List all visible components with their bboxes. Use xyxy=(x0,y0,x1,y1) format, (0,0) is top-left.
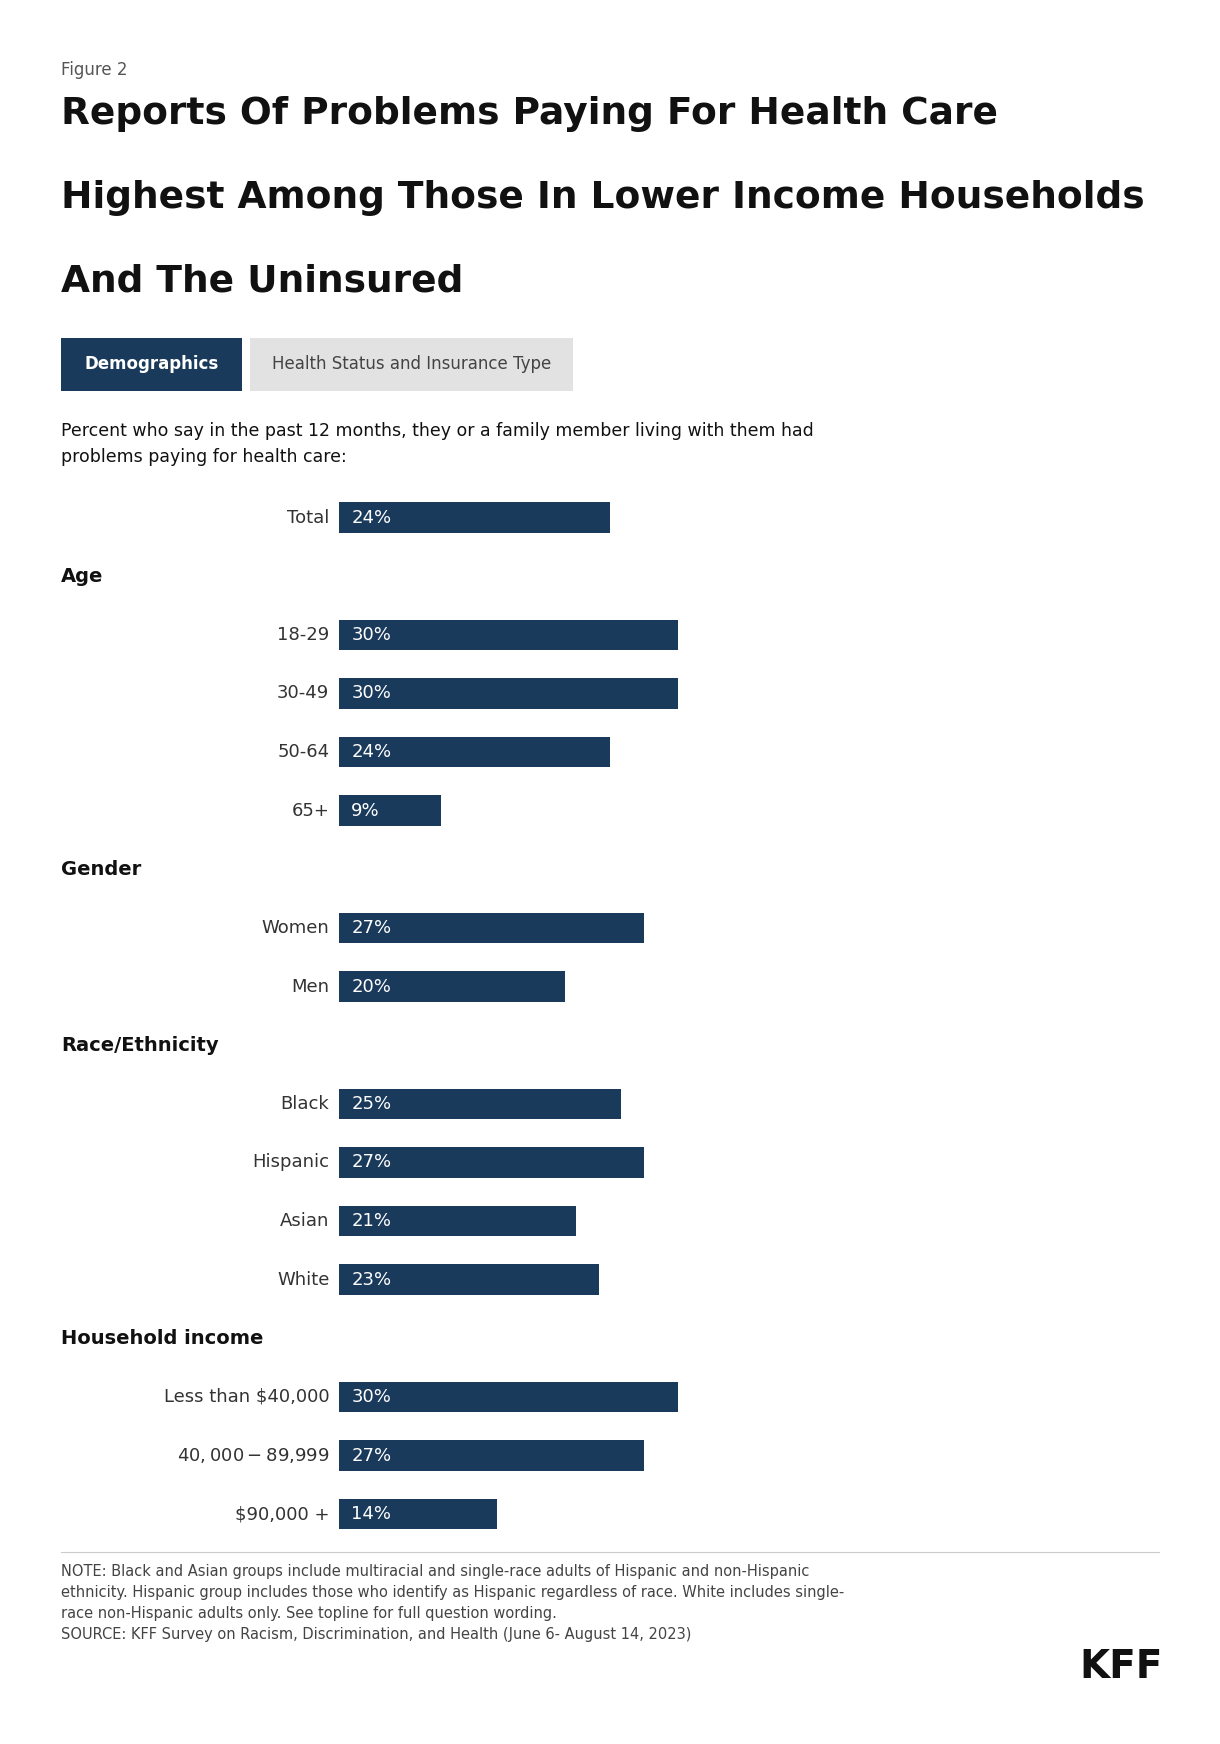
Text: Percent who say in the past 12 months, they or a family member living with them : Percent who say in the past 12 months, t… xyxy=(61,422,814,466)
Text: Men: Men xyxy=(292,978,329,996)
Text: Total: Total xyxy=(287,509,329,527)
Bar xyxy=(339,502,610,534)
Text: 50-64: 50-64 xyxy=(277,743,329,760)
Bar xyxy=(339,1441,644,1470)
Text: 18-29: 18-29 xyxy=(277,626,329,644)
Text: 23%: 23% xyxy=(351,1271,392,1289)
Text: 24%: 24% xyxy=(351,509,392,527)
Text: 20%: 20% xyxy=(351,978,392,996)
Text: Less than $40,000: Less than $40,000 xyxy=(163,1388,329,1406)
Bar xyxy=(339,1148,644,1177)
Text: Black: Black xyxy=(281,1095,329,1113)
Bar xyxy=(339,1088,621,1120)
Text: 30%: 30% xyxy=(351,1388,392,1406)
Text: Reports Of Problems Paying For Health Care: Reports Of Problems Paying For Health Ca… xyxy=(61,96,998,133)
Text: 21%: 21% xyxy=(351,1212,392,1230)
Text: 27%: 27% xyxy=(351,1446,392,1465)
Bar xyxy=(339,678,678,708)
Text: $40,000-$89,999: $40,000-$89,999 xyxy=(177,1446,329,1465)
Bar xyxy=(339,619,678,651)
Bar xyxy=(339,1498,498,1529)
Text: 30%: 30% xyxy=(351,684,392,703)
Bar xyxy=(339,738,610,767)
Text: Gender: Gender xyxy=(61,860,142,879)
Text: 30-49: 30-49 xyxy=(277,684,329,703)
FancyBboxPatch shape xyxy=(49,337,254,392)
Bar xyxy=(339,1264,599,1294)
Bar xyxy=(339,795,440,827)
Text: Household income: Household income xyxy=(61,1329,264,1348)
Text: 30%: 30% xyxy=(351,626,392,644)
Bar xyxy=(339,912,644,944)
Text: KFF: KFF xyxy=(1080,1648,1163,1686)
Text: Asian: Asian xyxy=(281,1212,329,1230)
FancyBboxPatch shape xyxy=(227,337,597,392)
Text: Hispanic: Hispanic xyxy=(253,1153,329,1172)
Text: Race/Ethnicity: Race/Ethnicity xyxy=(61,1036,218,1055)
Text: 27%: 27% xyxy=(351,1153,392,1172)
Text: 14%: 14% xyxy=(351,1505,392,1523)
Text: 9%: 9% xyxy=(351,802,379,820)
Text: $90,000 +: $90,000 + xyxy=(235,1505,329,1523)
Text: Women: Women xyxy=(261,919,329,937)
Text: Demographics: Demographics xyxy=(84,356,218,373)
Text: 27%: 27% xyxy=(351,919,392,937)
Text: 25%: 25% xyxy=(351,1095,392,1113)
Text: NOTE: Black and Asian groups include multiracial and single-race adults of Hispa: NOTE: Black and Asian groups include mul… xyxy=(61,1564,844,1643)
Text: 65+: 65+ xyxy=(292,802,329,820)
Text: 24%: 24% xyxy=(351,743,392,760)
Text: And The Uninsured: And The Uninsured xyxy=(61,263,464,300)
Text: Highest Among Those In Lower Income Households: Highest Among Those In Lower Income Hous… xyxy=(61,180,1144,216)
Text: Figure 2: Figure 2 xyxy=(61,61,128,78)
Bar xyxy=(339,1205,576,1236)
Text: Age: Age xyxy=(61,567,104,586)
Bar xyxy=(339,971,565,1001)
Bar xyxy=(339,1381,678,1413)
Text: Health Status and Insurance Type: Health Status and Insurance Type xyxy=(272,356,551,373)
Text: White: White xyxy=(277,1271,329,1289)
